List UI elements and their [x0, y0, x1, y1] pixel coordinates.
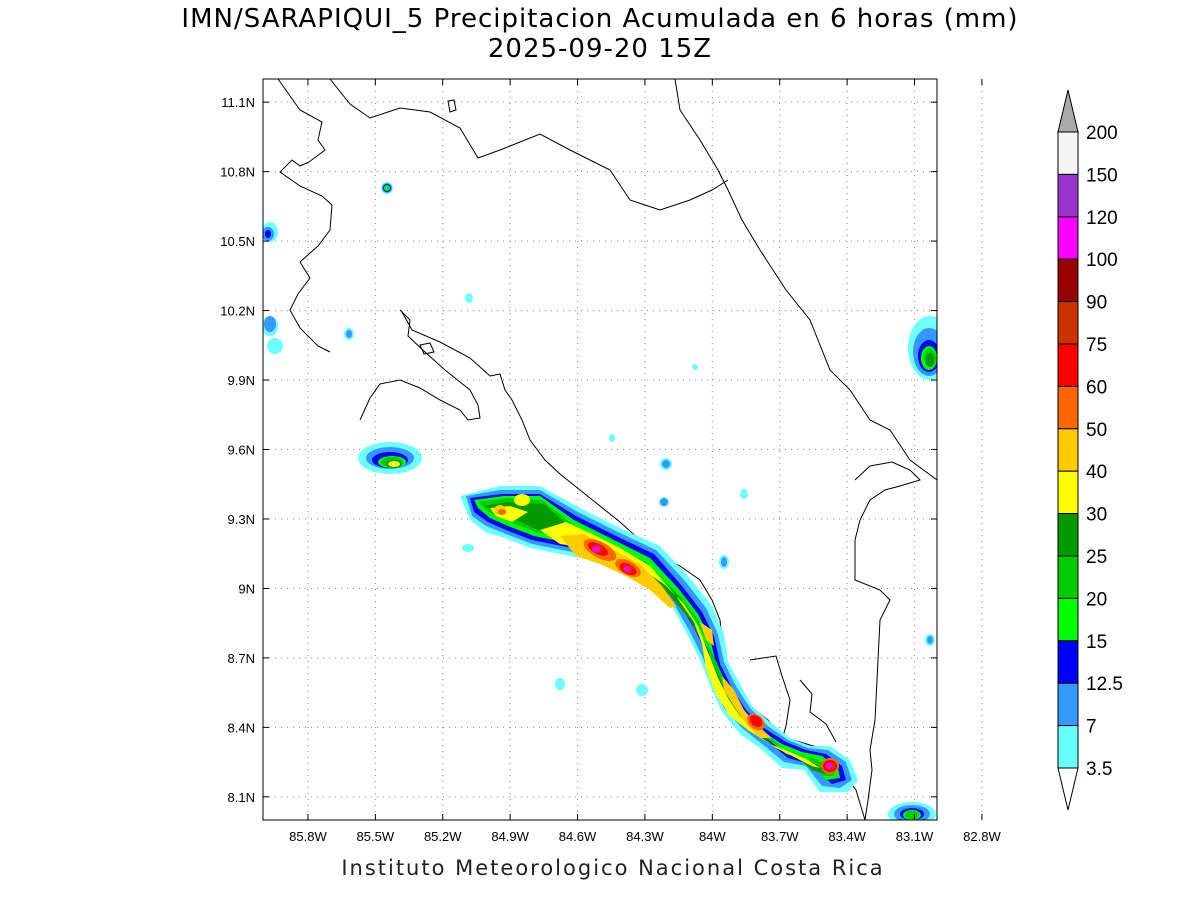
chart-subtitle: 2025-09-20 15Z: [487, 34, 713, 64]
colorbar-swatch: [1057, 640, 1079, 684]
colorbar-label: 90: [1086, 293, 1107, 314]
lon-tick-label: 85.5W: [357, 829, 395, 844]
lon-tick-label: 83.1W: [896, 829, 934, 844]
colorbar-label: 75: [1086, 335, 1107, 356]
lon-tick-label: 84.6W: [559, 829, 597, 844]
lon-tick-label: 83.4W: [828, 829, 866, 844]
colorbar-swatch: [1057, 258, 1079, 303]
colorbar-label: 200: [1086, 123, 1118, 144]
gulf-of-nicoya: [401, 311, 723, 641]
colorbar-label: 7: [1086, 717, 1097, 738]
lat-tick-label: 8.4N: [228, 720, 255, 735]
chart-title: IMN/SARAPIQUI_5 Precipitacion Acumulada …: [181, 4, 1019, 34]
colorbar-legend: 200 150 120 100 90 75 60 50 40 30 25 20 15 12.5 7 3.5: [1057, 89, 1123, 811]
colorbar-swatch: [1057, 173, 1079, 218]
colorbar-label: 60: [1086, 377, 1107, 398]
colorbar-swatch: [1057, 385, 1079, 430]
colorbar-label: 25: [1086, 547, 1107, 568]
colorbar-swatch: [1057, 428, 1079, 472]
precip-band-100: [592, 546, 832, 769]
colorbar-swatch: [1057, 597, 1079, 642]
panama-coast: [854, 461, 921, 820]
panama-border: [799, 679, 837, 743]
colorbar-swatch: [1057, 216, 1079, 260]
lon-tick-label: 82.8W: [963, 829, 1001, 844]
lake-island: [447, 99, 457, 113]
lat-tick-label: 10.2N: [220, 304, 255, 319]
colorbar-label: 30: [1086, 505, 1107, 526]
colorbar-over-arrow: [1057, 89, 1079, 133]
lon-tick-label: 84.3W: [626, 829, 664, 844]
colorbar-label: 150: [1086, 165, 1118, 186]
colorbar-label: 100: [1086, 250, 1118, 271]
lat-tick-label: 9.9N: [228, 373, 255, 388]
lake-shore: [329, 79, 729, 211]
colorbar-swatch: [1057, 555, 1079, 599]
colorbar-label: 15: [1086, 632, 1107, 653]
lat-tick-label: 10.8N: [220, 165, 255, 180]
lon-tick-label: 84W: [699, 829, 726, 844]
colorbar-label: 50: [1086, 420, 1107, 441]
colorbar-swatch: [1057, 131, 1079, 175]
colorbar-swatch: [1057, 343, 1079, 387]
nicoya-island: [419, 342, 435, 355]
colorbar-swatch: [1057, 725, 1079, 769]
colorbar-swatch: [1057, 470, 1079, 515]
colorbar-swatch: [1057, 301, 1079, 345]
colorbar-label: 3.5: [1086, 759, 1112, 780]
longitude-axis: 85.8W 85.5W 85.2W 84.9W 84.6W 84.3W 84W 83.7W 83…: [289, 79, 1001, 844]
colorbar-label: 40: [1086, 462, 1107, 483]
latitude-axis: 11.1N 10.8N 10.5N 10.2N 9.9N 9.6N 9.3N 9N 8.7N 8.…: [220, 95, 937, 805]
nicoya-peninsula: [359, 309, 481, 421]
map-plot-area: [262, 78, 983, 821]
lat-tick-label: 9N: [238, 581, 255, 596]
lon-tick-label: 85.2W: [424, 829, 462, 844]
credit-text: Instituto Meteorologico Nacional Costa R…: [341, 856, 885, 880]
colorbar-label: 20: [1086, 589, 1107, 610]
golfo-dulce: [749, 655, 791, 741]
lat-tick-label: 11.1N: [221, 95, 255, 110]
lat-tick-label: 8.1N: [228, 790, 255, 805]
lon-tick-label: 84.9W: [491, 829, 529, 844]
caribbean-coast: [674, 79, 937, 481]
precipitation-field: [263, 182, 937, 820]
colorbar-swatch: [1057, 682, 1079, 727]
lat-tick-label: 8.7N: [228, 651, 255, 666]
lat-tick-label: 9.3N: [228, 512, 255, 527]
colorbar-label: 12.5: [1086, 674, 1123, 695]
nicaragua-coast: [277, 79, 333, 353]
colorbar-label: 120: [1086, 208, 1118, 229]
lat-tick-label: 10.5N: [220, 234, 255, 249]
lon-tick-label: 85.8W: [289, 829, 327, 844]
lat-tick-label: 9.6N: [228, 443, 255, 458]
colorbar-under-arrow: [1057, 767, 1079, 811]
colorbar-swatch: [1057, 513, 1079, 557]
lon-tick-label: 83.7W: [761, 829, 799, 844]
